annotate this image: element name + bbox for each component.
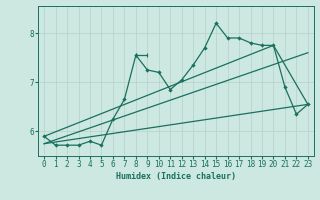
X-axis label: Humidex (Indice chaleur): Humidex (Indice chaleur)	[116, 172, 236, 181]
